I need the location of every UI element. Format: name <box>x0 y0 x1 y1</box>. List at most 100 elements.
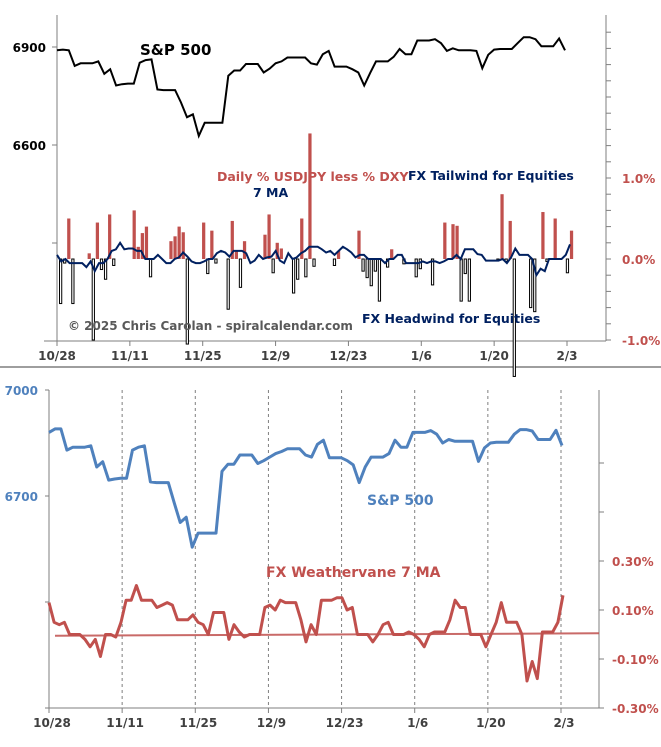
bottom-x-tick-label: 1/6 <box>407 716 428 730</box>
fx-bar-positive <box>569 230 574 259</box>
fx-bar-positive <box>553 218 557 259</box>
bottom-right-tick-label: 0.10% <box>612 604 654 618</box>
fx-bar-positive <box>140 233 144 259</box>
fx-bar-negative <box>332 258 337 266</box>
bottom-right-ticks: 0.30% 0.10% -0.10% -0.30% <box>599 462 659 716</box>
fx-bar-negative <box>565 258 570 274</box>
fx-bar-negative <box>467 258 471 302</box>
headwind-label: FX Headwind for Equities <box>362 311 540 326</box>
fx-bar-negative <box>459 258 463 302</box>
fx-bar-positive <box>177 226 181 259</box>
bottom-left-tick-label: 6700 <box>5 490 38 504</box>
fx-bar-positive <box>275 242 279 259</box>
fx-weathervane-label: FX Weathervane 7 MA <box>266 565 441 581</box>
fx-bar-negative <box>214 258 218 264</box>
fx-bar-negative <box>418 258 422 270</box>
top-x-tick-label: 11/25 <box>184 349 222 363</box>
fx-bar-positive <box>357 230 361 259</box>
top-x-tick-label: 12/9 <box>261 349 290 363</box>
fx-bar-positive <box>300 218 304 259</box>
fx-bar-negative <box>533 258 537 313</box>
fx-bar-negative <box>112 258 116 266</box>
fx-bar-positive <box>202 222 206 259</box>
bottom-left-tick-label: 7000 <box>5 384 38 398</box>
fx-bar-negative <box>529 258 533 309</box>
fx-bar-negative <box>91 258 95 341</box>
bottom-right-tick-label: 0.30% <box>612 555 654 569</box>
bottom-sp500-label: S&P 500 <box>367 493 434 509</box>
bottom-x-tick-label: 12/9 <box>257 716 286 730</box>
fx-bar-positive <box>279 248 283 259</box>
daily-fx-bars <box>59 133 574 377</box>
fx-bar-negative <box>206 258 210 275</box>
fx-bar-negative <box>373 258 377 272</box>
fx-bar-negative <box>430 258 435 286</box>
fx-bar-negative <box>369 258 373 287</box>
fx-bar-negative <box>271 258 275 274</box>
fx-bar-positive <box>455 225 459 259</box>
fx-bar-negative <box>103 258 108 280</box>
fx-bar-positive <box>267 214 271 259</box>
fx-bar-positive <box>210 230 214 259</box>
bottom-left-ticks: 7000 6700 <box>5 384 49 603</box>
bottom-x-tick-label: 2/3 <box>553 716 574 730</box>
fx-bar-positive <box>132 210 136 259</box>
fx-bar-negative <box>296 258 300 280</box>
fx-bar-positive <box>169 241 173 259</box>
sp500-line-top <box>56 36 566 139</box>
fx-bar-positive <box>390 249 394 259</box>
fx-bar-negative <box>361 258 365 272</box>
fx-bar-negative <box>99 258 104 271</box>
bottom-x-tick-label: 11/11 <box>106 716 144 730</box>
top-x-tick-label: 1/6 <box>411 349 432 363</box>
fx-bar-negative <box>385 258 390 268</box>
bottom-x-tick-label: 11/25 <box>179 716 217 730</box>
top-x-tick-label: 10/28 <box>38 349 76 363</box>
fx-bar-positive <box>87 253 91 259</box>
fx-bar-negative <box>185 258 189 345</box>
bars-label: Daily % USDJPY less % DXY <box>217 169 409 184</box>
bottom-x-tick-label: 1/20 <box>476 716 505 730</box>
top-right-tick-label: -1.0% <box>622 334 660 348</box>
tailwind-label: FX Tailwind for Equities <box>408 168 574 183</box>
fx-bar-positive <box>144 226 149 259</box>
fx-bar-positive <box>242 241 247 259</box>
fx-bar-positive <box>234 250 238 259</box>
top-panel: 6900 6600 1.0% 0.0% -1.0% 10/28 11/11 11/25 12… <box>13 15 660 377</box>
fx-bar-negative <box>414 258 418 278</box>
fx-bar-positive <box>108 214 112 259</box>
fx-bar-negative <box>59 258 63 305</box>
top-x-ticks: 10/28 11/11 11/25 12/9 12/23 1/6 1/20 2/3 <box>38 341 578 363</box>
fx-bar-negative <box>304 258 308 278</box>
fx-bar-positive <box>173 236 177 259</box>
bottom-right-tick-label: -0.30% <box>612 702 659 716</box>
top-right-tick-label: 1.0% <box>622 172 655 186</box>
top-x-tick-label: 12/23 <box>330 349 368 363</box>
top-left-tick-label: 6900 <box>13 41 46 55</box>
fx-bar-negative <box>71 258 75 305</box>
fx-bar-positive <box>95 222 100 259</box>
fx-bar-positive <box>67 218 71 259</box>
top-left-ticks: 6900 6600 <box>13 41 57 244</box>
ma-label: 7 MA <box>253 185 288 200</box>
top-left-tick-label: 6600 <box>13 139 46 153</box>
bottom-x-ticks: 10/28 11/11 11/25 12/9 12/23 1/6 1/20 2/3 <box>33 708 575 730</box>
top-right-ticks: 1.0% 0.0% -1.0% <box>606 31 660 348</box>
fx-bar-negative <box>291 258 296 294</box>
fx-bar-positive <box>136 246 140 259</box>
top-x-tick-label: 2/3 <box>556 349 577 363</box>
fx-bar-negative <box>312 258 316 267</box>
fx-bar-positive <box>263 234 267 259</box>
fx-bar-positive <box>181 232 185 259</box>
fx-bar-negative <box>238 258 243 288</box>
fx-bar-positive <box>443 222 447 259</box>
top-x-tick-label: 1/20 <box>479 349 508 363</box>
fx-bar-negative <box>226 258 230 310</box>
fx-bar-negative <box>512 258 516 377</box>
fx-bar-positive <box>451 224 455 259</box>
bottom-panel: 7000 6700 0.30% 0.10% -0.10% -0.30% 10/28 11/… <box>5 384 659 730</box>
fx-bar-negative <box>365 258 369 279</box>
fx-bar-positive <box>336 250 341 259</box>
fx-bar-positive <box>230 220 234 259</box>
